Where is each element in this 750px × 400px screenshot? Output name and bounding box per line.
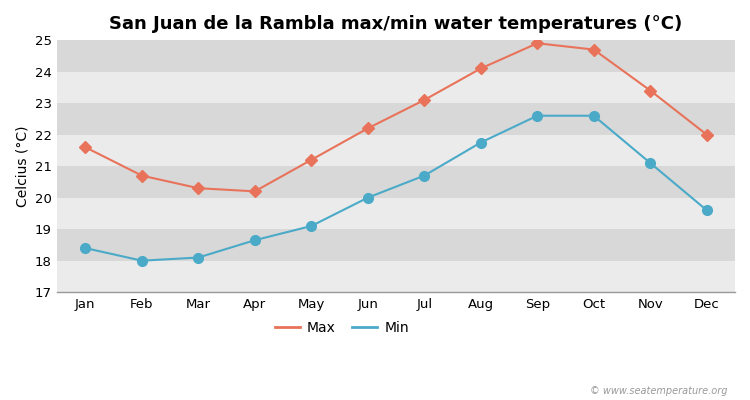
Bar — [57, 72, 735, 103]
Bar — [57, 229, 735, 261]
Bar — [57, 135, 735, 166]
Bar — [57, 198, 735, 229]
Y-axis label: Celcius (°C): Celcius (°C) — [15, 125, 29, 207]
Bar — [57, 103, 735, 135]
Bar — [57, 40, 735, 72]
Bar — [57, 261, 735, 292]
Title: San Juan de la Rambla max/min water temperatures (°C): San Juan de la Rambla max/min water temp… — [110, 15, 682, 33]
Legend: Max, Min: Max, Min — [269, 316, 415, 341]
Text: © www.seatemperature.org: © www.seatemperature.org — [590, 386, 728, 396]
Bar — [57, 166, 735, 198]
